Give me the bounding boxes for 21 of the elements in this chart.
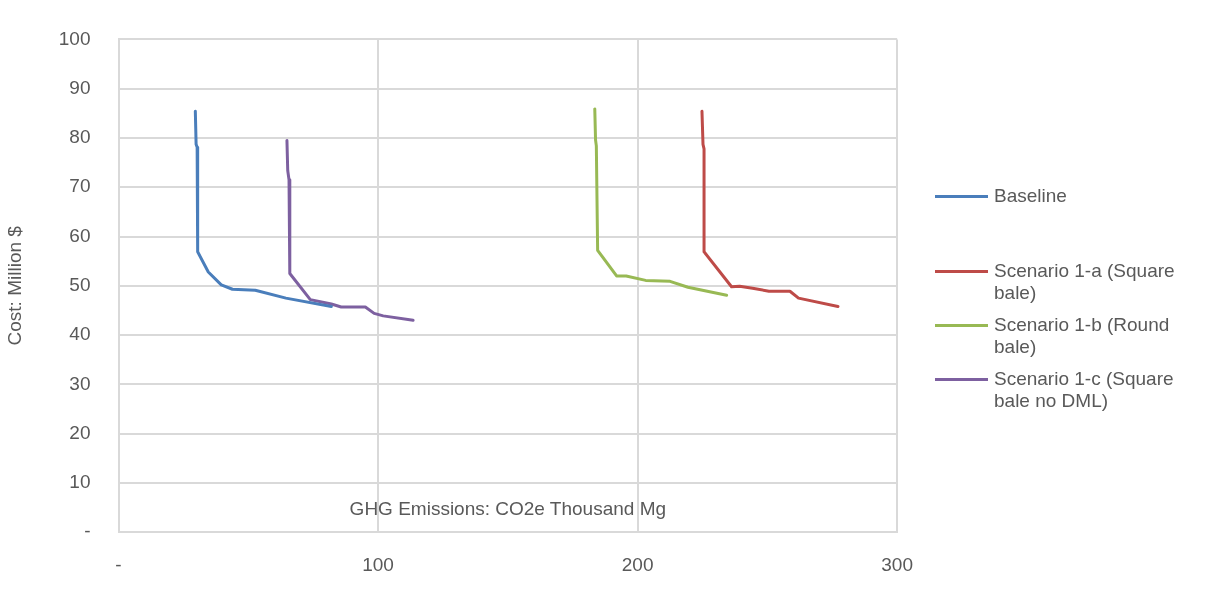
y-tick-label: - (84, 520, 91, 542)
y-axis-title: Cost: Million $ (3, 225, 25, 346)
y-tick-label: 40 (69, 323, 91, 345)
x-tick-label: 300 (881, 553, 913, 575)
y-tick-label: 80 (69, 126, 91, 148)
y-tick-label: 20 (69, 421, 91, 443)
y-tick-label: 10 (69, 471, 91, 493)
legend-label: Scenario 1-a (Square bale) (994, 260, 1176, 304)
x-axis-title: GHG Emissions: CO2e Thousand Mg (349, 498, 667, 520)
y-tick-label: 50 (69, 274, 91, 296)
legend-label: Scenario 1-b (Round bale) (994, 314, 1171, 358)
y-tick-label: 70 (69, 175, 91, 197)
y-tick-label: 90 (69, 76, 91, 98)
y-tick-label: 60 (69, 224, 91, 246)
y-tick-label: 30 (69, 372, 91, 394)
legend-label: Baseline (994, 185, 1067, 207)
y-tick-label: 100 (58, 27, 91, 49)
x-tick-label: 200 (621, 553, 654, 575)
x-tick-label: - (115, 553, 122, 575)
legend-label: Scenario 1-c (Square bale no DML) (994, 368, 1175, 412)
x-tick-label: 100 (362, 553, 394, 575)
